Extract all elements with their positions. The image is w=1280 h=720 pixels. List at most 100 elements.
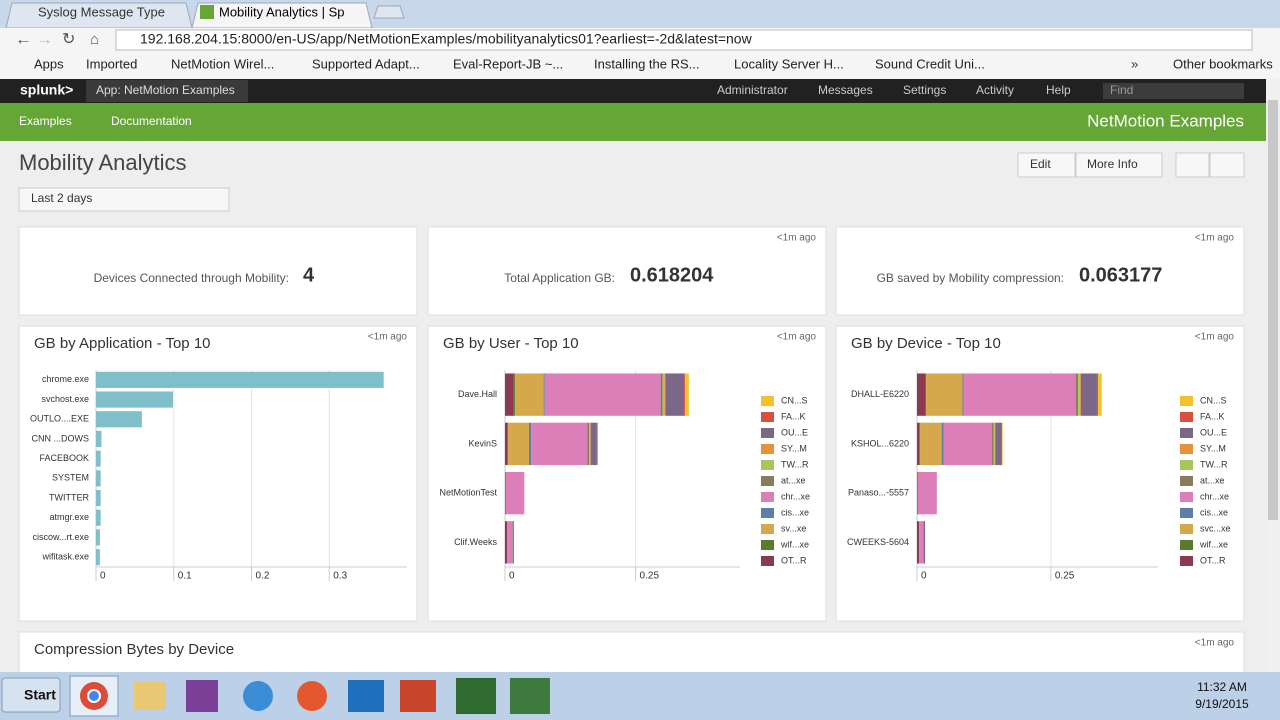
bookmark[interactable]: Eval-Report-JB ~... (453, 56, 563, 71)
app-explorer[interactable] (134, 682, 166, 710)
bookmark-folder[interactable]: Other bookmarks (1173, 56, 1273, 71)
legend-label[interactable]: TW...R (1200, 459, 1228, 469)
legend-label[interactable]: OT...R (781, 555, 807, 565)
age: <1m ago (1195, 638, 1235, 649)
app-onenote[interactable] (186, 680, 218, 712)
y-tick-label: TWITTER (49, 492, 89, 502)
y-tick-label: OUTLO....EXE (30, 414, 89, 424)
legend-label[interactable]: sv...xe (781, 523, 806, 533)
nav-menu[interactable]: Help (1046, 83, 1071, 97)
legend-label[interactable]: OU...E (1200, 427, 1227, 437)
legend-label[interactable]: TW...R (781, 459, 809, 469)
forward: → (36, 29, 53, 48)
legend-label[interactable]: chr...xe (781, 491, 810, 501)
bar-segment (917, 373, 926, 416)
bookmark[interactable]: Supported Adapt... (312, 56, 420, 71)
single-value-label: Total Application GB: (504, 271, 615, 285)
bookmark[interactable]: Imported (86, 56, 137, 71)
app-menu-label[interactable]: App: NetMotion Examples (96, 83, 235, 97)
new-tab[interactable] (373, 5, 405, 19)
bar-segment (1098, 373, 1102, 416)
button-label[interactable]: More Info (1087, 157, 1138, 171)
y-tick-label: CNN ...DOWS (32, 433, 90, 443)
bar-segment (917, 471, 937, 515)
taskbar-apps (69, 675, 550, 717)
bar-segment (660, 373, 663, 416)
more-info-button[interactable] (1075, 152, 1163, 178)
bar-segment (919, 422, 921, 466)
app-powerpoint[interactable] (400, 680, 436, 712)
bookmark[interactable]: Locality Server H... (734, 56, 844, 71)
panel (427, 226, 827, 316)
legend-label[interactable]: FA...K (781, 411, 806, 421)
nav-menu[interactable]: Activity (976, 83, 1014, 97)
tab-title[interactable]: Mobility Analytics | Sp (219, 4, 344, 19)
app-firefox[interactable] (297, 681, 327, 711)
bar-segment (505, 471, 506, 515)
legend-label[interactable]: at...xe (781, 475, 806, 485)
url[interactable]: 192.168.204.15:8000/en-US/app/NetMotionE… (140, 31, 753, 47)
legend-swatch (761, 492, 774, 502)
start-label[interactable]: Start (24, 687, 56, 703)
legend-label[interactable]: svc...xe (1200, 523, 1231, 533)
y-tick-label: Dave.Hall (458, 389, 497, 399)
nav-menu[interactable]: Administrator (717, 83, 788, 97)
nav-menu[interactable]: Messages (818, 83, 873, 97)
y-tick-label: svchost.exe (41, 394, 89, 404)
nav-menu[interactable]: Settings (903, 83, 946, 97)
x-tick-label: 0.25 (640, 571, 660, 582)
app-nav[interactable]: Examples (19, 114, 72, 128)
age: <1m ago (1195, 233, 1235, 244)
search-placeholder: Find (1110, 83, 1133, 97)
search-box[interactable] (1103, 83, 1244, 99)
app-ie[interactable] (243, 681, 273, 711)
tab-title[interactable]: Syslog Message Type (38, 4, 165, 19)
app-lync[interactable] (348, 680, 384, 712)
legend-label[interactable]: cis...xe (781, 507, 809, 517)
x-tick-label: 0.2 (256, 571, 270, 582)
start-button[interactable] (1, 677, 61, 713)
time-range[interactable]: Last 2 days (31, 191, 92, 205)
legend-swatch (761, 460, 774, 470)
bar-segment (917, 471, 918, 515)
address-bar[interactable] (115, 29, 1253, 51)
legend-label[interactable]: SY...M (1200, 443, 1226, 453)
scroll-thumb[interactable] (1268, 100, 1278, 520)
bar (96, 430, 102, 448)
bookmark[interactable]: Installing the RS... (594, 56, 700, 71)
legend-label[interactable]: wif...xe (780, 539, 809, 549)
bookmark[interactable]: Sound Credit Uni... (875, 56, 985, 71)
legend-label[interactable]: OT...R (1200, 555, 1226, 565)
back[interactable]: ← (15, 29, 32, 48)
edit-button[interactable] (1017, 152, 1076, 178)
y-tick-label: Clif.Weeks (454, 537, 497, 547)
legend-label[interactable]: CN...S (1200, 395, 1227, 405)
bar (96, 529, 100, 546)
print-button[interactable] (1209, 152, 1245, 178)
bookmark-overflow[interactable]: » (1131, 56, 1138, 71)
legend-label[interactable]: chr...xe (1200, 491, 1229, 501)
logo: splunk> (20, 82, 73, 98)
legend-label[interactable]: wif...xe (1199, 539, 1228, 549)
app-camtasia[interactable] (456, 678, 496, 714)
legend-label[interactable]: FA...K (1200, 411, 1225, 421)
bookmark[interactable]: NetMotion Wirel... (171, 56, 274, 71)
app-nav[interactable]: Documentation (111, 114, 192, 128)
y-tick-label: CWEEKS-5604 (847, 537, 909, 547)
app-menu[interactable] (86, 80, 248, 102)
export-button[interactable] (1175, 152, 1210, 178)
legend-label[interactable]: cis...xe (1200, 507, 1228, 517)
home[interactable]: ⌂ (90, 31, 99, 48)
app-camtasia2[interactable] (510, 678, 550, 714)
legend-label[interactable]: OU...E (781, 427, 808, 437)
legend-swatch (761, 508, 774, 518)
legend-label[interactable]: SY...M (781, 443, 807, 453)
legend-label[interactable]: CN...S (781, 395, 808, 405)
bar-segment (664, 373, 666, 416)
time-picker[interactable] (18, 187, 230, 212)
legend-swatch (761, 556, 774, 566)
bookmark[interactable]: Apps (34, 56, 64, 71)
reload[interactable]: ↻ (62, 31, 75, 48)
legend-label[interactable]: at...xe (1200, 475, 1225, 485)
button-label[interactable]: Edit (1030, 157, 1051, 171)
